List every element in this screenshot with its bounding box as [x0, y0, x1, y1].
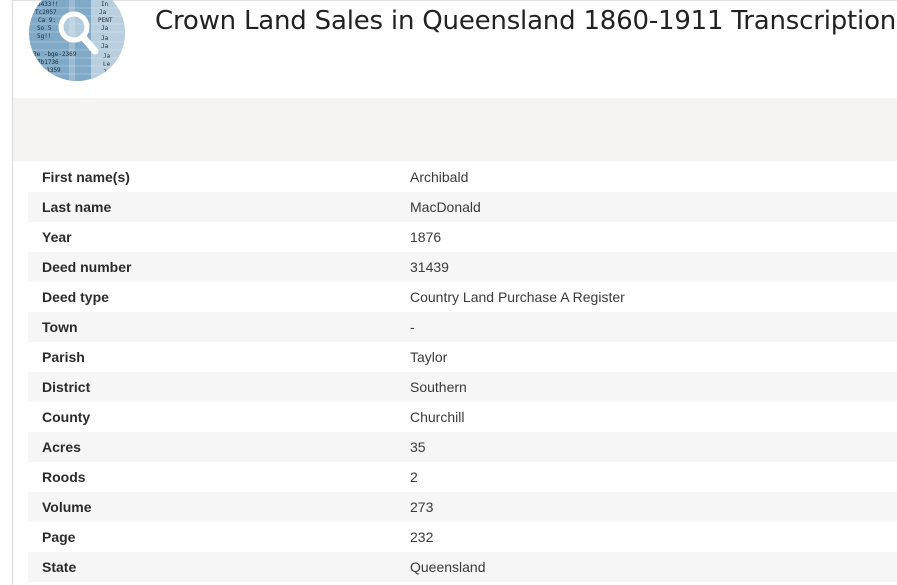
record-row-parish: Parish Taylor	[28, 342, 897, 372]
svg-text:276: 276	[45, 75, 56, 82]
record-row-state: State Queensland	[28, 552, 897, 582]
record-row-deed-type: Deed type Country Land Purchase A Regist…	[28, 282, 897, 312]
field-label: First name(s)	[42, 169, 130, 185]
svg-text:Ja: Ja	[101, 35, 109, 42]
field-value: Taylor	[410, 349, 448, 365]
svg-text:Tc2057: Tc2057	[35, 9, 57, 16]
field-label: Town	[42, 319, 78, 335]
page-title: Crown Land Sales in Queensland 1860-1911…	[155, 6, 897, 36]
svg-text:PENT: PENT	[98, 17, 113, 24]
field-label: Deed number	[42, 259, 132, 275]
field-label: Page	[42, 529, 76, 545]
svg-text:Ca 9:: Ca 9:	[38, 17, 56, 24]
field-value: Southern	[410, 379, 467, 395]
record-row-volume: Volume 273	[28, 492, 897, 522]
field-value: 1876	[410, 229, 442, 245]
field-value: 273	[410, 499, 434, 515]
svg-text:3433!!: 3433!!	[37, 1, 59, 8]
field-label: Acres	[42, 439, 81, 455]
record-row-last-name: Last name MacDonald	[28, 192, 897, 222]
svg-text:Ja: Ja	[101, 43, 109, 50]
record-row-town: Town -	[28, 312, 897, 342]
field-value: 35	[410, 439, 426, 455]
svg-text:Ja: Ja	[101, 25, 109, 32]
field-label: Last name	[42, 199, 112, 215]
record-row-district: District Southern	[28, 372, 897, 402]
record-row-roods: Roods 2	[28, 462, 897, 492]
svg-text:Le: Le	[103, 61, 111, 68]
record-row-year: Year 1876	[28, 222, 897, 252]
field-value: 2	[410, 469, 418, 485]
svg-text:Ja: Ja	[103, 53, 111, 60]
svg-text:Ja: Ja	[103, 69, 111, 76]
field-value: -	[410, 319, 415, 335]
field-label: State	[42, 559, 77, 575]
record-row-deed-number: Deed number 31439	[28, 252, 897, 282]
header-band	[13, 98, 897, 161]
svg-text:7b1736: 7b1736	[37, 59, 59, 66]
record-row-first-name: First name(s) Archibald	[28, 162, 897, 192]
field-label: Volume	[42, 499, 92, 515]
record-row-page: Page 232	[28, 522, 897, 552]
svg-text:7b1359: 7b1359	[39, 67, 61, 74]
field-value: Country Land Purchase A Register	[410, 289, 625, 305]
left-divider	[12, 0, 13, 585]
record-row-acres: Acres 35	[28, 432, 897, 462]
field-value: Churchill	[410, 409, 465, 425]
field-value: MacDonald	[410, 199, 481, 215]
record-row-county: County Churchill	[28, 402, 897, 432]
svg-text:Ja: Ja	[99, 9, 107, 16]
field-value: 31439	[410, 259, 449, 275]
field-label: Year	[42, 229, 72, 245]
field-value: 232	[410, 529, 434, 545]
svg-text:3e -bge-2369: 3e -bge-2369	[33, 51, 77, 58]
field-value: Archibald	[410, 169, 469, 185]
field-label: District	[42, 379, 91, 395]
magnifier-over-records-icon: 3433!! Tc2057 Ca 9: So 5 5g!! 3e -bge-23…	[29, 0, 125, 84]
record-table: First name(s) Archibald Last name MacDon…	[28, 162, 897, 582]
field-value: Queensland	[410, 559, 486, 575]
svg-text:So 5: So 5	[37, 25, 52, 32]
field-label: County	[42, 409, 91, 425]
field-label: Deed type	[42, 289, 109, 305]
svg-text:In: In	[101, 1, 109, 8]
field-label: Parish	[42, 349, 85, 365]
top-divider	[12, 0, 897, 1]
svg-text:5g!!: 5g!!	[37, 33, 51, 40]
field-label: Roods	[42, 469, 86, 485]
